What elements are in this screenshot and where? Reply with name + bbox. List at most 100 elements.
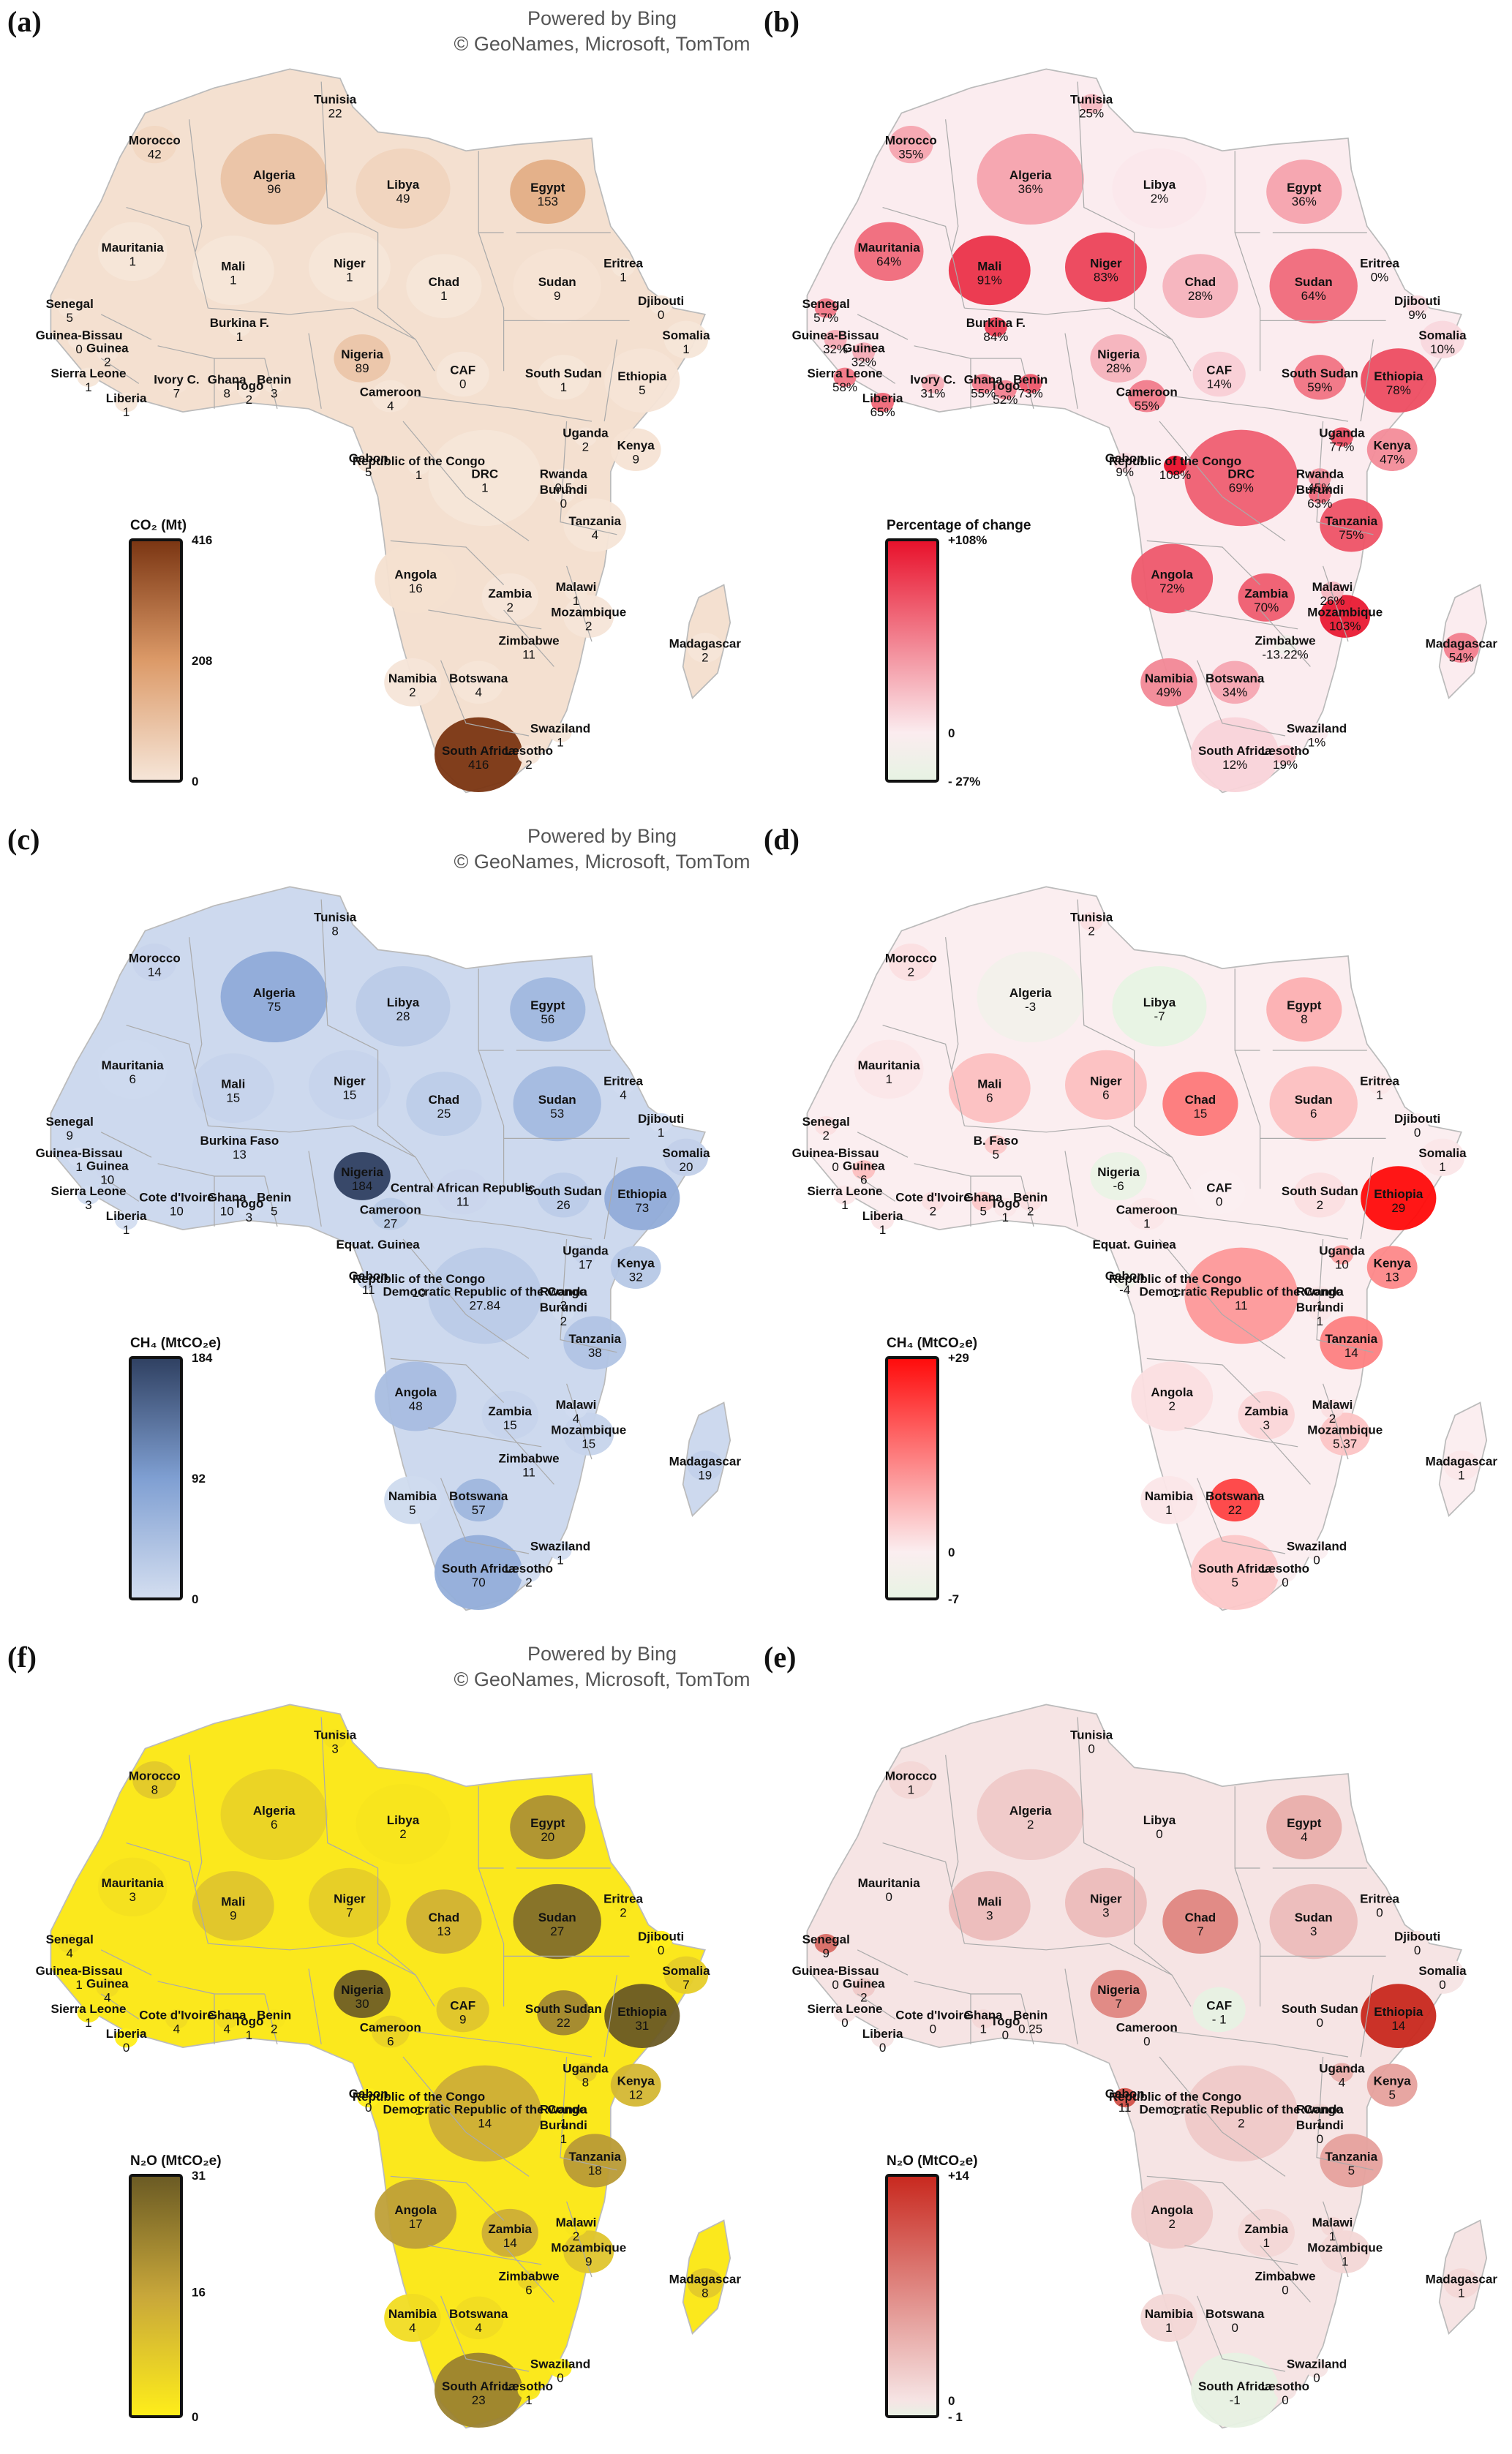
- country-fill-liberia: [115, 1211, 138, 1230]
- country-fill-gabon: [357, 452, 380, 473]
- country-fill-egypt: [510, 977, 586, 1042]
- country-fill-swaziland: [1305, 723, 1328, 742]
- country-name-swaziland: Swaziland: [1287, 2357, 1347, 2371]
- country-fill-lesotho: [517, 1562, 541, 1582]
- country-fill-swaziland: [549, 1540, 572, 1560]
- country-fill-liberia: [115, 2028, 138, 2048]
- map-credits: Powered by Bing © GeoNames, Microsoft, To…: [448, 824, 756, 875]
- country-fill-guinea: [96, 1978, 119, 1998]
- country-border: [1159, 421, 1286, 541]
- country-name-mozambique: Mozambique: [1307, 2241, 1383, 2255]
- country-name-senegal: Senegal: [802, 297, 850, 311]
- country-fill-kenya: [1366, 1246, 1418, 1289]
- country-value-gabon: 5: [365, 465, 372, 479]
- country-fill-south-africa: [1191, 1535, 1279, 1610]
- country-fill-sudan: [513, 248, 601, 324]
- country-value-ethiopia: 78%: [1386, 383, 1411, 397]
- country-name-libya: Libya: [1143, 1813, 1176, 1827]
- country-fill-republic-of-the-congo: [407, 1273, 430, 1293]
- country-fill-benin: [263, 2009, 286, 2029]
- country-value-south-africa: 70: [472, 1576, 486, 1589]
- country-fill-malawi: [1321, 581, 1344, 601]
- country-name-algeria: Algeria: [1009, 1804, 1052, 1818]
- country-name-cameroon: Cameroon: [1116, 385, 1178, 399]
- country-name-niger: Niger: [1090, 1074, 1122, 1088]
- country-fill-mali: [948, 236, 1031, 306]
- country-border: [352, 1125, 435, 1189]
- country-fill-republic-of-the-congo: [1164, 456, 1186, 475]
- country-name-eritrea: Eritrea: [1360, 1892, 1399, 1905]
- country-name-guinea: Guinea: [86, 1976, 129, 1990]
- country-border: [1260, 2245, 1311, 2303]
- country-fill-madagascar: [687, 1450, 723, 1481]
- country-fill-somalia: [1420, 1956, 1465, 1994]
- country-name-uganda: Uganda: [563, 426, 609, 440]
- country-name-zambia: Zambia: [488, 587, 532, 601]
- country-value-niger: 6: [1102, 1088, 1109, 1102]
- country-border: [100, 1993, 140, 2020]
- country-border: [1184, 2245, 1298, 2265]
- country-border: [308, 1151, 322, 1227]
- country-value-gabon: 11: [1118, 2101, 1132, 2115]
- country-fill-ivory-c: [165, 374, 188, 394]
- country-fill-chad: [1162, 254, 1238, 318]
- country-fill-uganda: [573, 1245, 597, 1265]
- country-border: [1234, 1867, 1261, 2007]
- country-border: [1234, 1786, 1260, 1869]
- country-fill-south-sudan: [1293, 1173, 1347, 1218]
- country-fill-burkina-f: [227, 317, 251, 337]
- country-fill-djibouti: [650, 295, 673, 315]
- country-name-botswana: Botswana: [449, 1489, 508, 1503]
- country-value-liberia: 1: [879, 1223, 886, 1237]
- panel-label: (a): [7, 5, 42, 38]
- country-value-senegal: 4: [66, 1946, 72, 1960]
- country-value-republic-of-the-congo: 1: [415, 2104, 422, 2118]
- country-value-tanzania: 75%: [1339, 528, 1364, 542]
- country-value-nigeria: 184: [352, 1179, 372, 1193]
- country-name-togo: Togo: [990, 2014, 1020, 2028]
- country-value-madagascar: 54%: [1449, 651, 1474, 665]
- country-name-eritrea: Eritrea: [603, 1892, 643, 1905]
- country-name-kenya: Kenya: [617, 2074, 655, 2088]
- country-value-botswana: 34%: [1222, 685, 1247, 699]
- country-border: [964, 307, 1110, 315]
- country-name-angola: Angola: [394, 1385, 437, 1399]
- country-value-south-sudan: 0: [1317, 2016, 1323, 2030]
- country-value-swaziland: 1: [557, 1554, 563, 1567]
- country-border: [882, 207, 965, 309]
- country-name-guinea-bissau: Guinea-Bissau: [792, 328, 879, 342]
- legend-color-bar: [885, 2174, 939, 2418]
- country-name-djibouti: Djibouti: [1394, 294, 1440, 308]
- country-border: [1360, 339, 1374, 422]
- country-name-chad: Chad: [1185, 1093, 1216, 1107]
- country-border: [189, 1755, 203, 1887]
- country-name-caf: CAF: [450, 1999, 475, 2013]
- country-fill-libya: [356, 148, 451, 229]
- map-panel-a: (a) Powered by Bing © GeoNames, Microsoft,…: [0, 0, 756, 818]
- country-fill-drc: [1184, 429, 1298, 527]
- country-fill-mali: [948, 1871, 1031, 1941]
- country-value-eritrea: 0: [1376, 1905, 1383, 1919]
- country-name-ethiopia: Ethiopia: [1374, 2005, 1423, 2019]
- country-name-zambia: Zambia: [488, 1404, 532, 1418]
- country-value-cote-d-ivoire: 2: [930, 1204, 936, 1218]
- country-fill-drc: [428, 429, 542, 527]
- legend-tick: 0: [192, 775, 198, 788]
- country-value-south-africa: -1: [1230, 2393, 1241, 2407]
- country-name-togo: Togo: [990, 1197, 1020, 1211]
- country-name-djibouti: Djibouti: [1394, 1930, 1440, 1943]
- country-value-eritrea: 1: [620, 270, 626, 284]
- country-fill-sudan: [513, 1066, 601, 1142]
- country-border: [1133, 1868, 1173, 1976]
- country-value-swaziland: 1: [557, 736, 563, 750]
- country-fill-burundi: [552, 483, 575, 504]
- country-fill-malawi: [565, 2217, 587, 2237]
- country-value-togo: 52%: [993, 393, 1018, 407]
- country-name-tanzania: Tanzania: [569, 1332, 622, 1346]
- country-name-ethiopia: Ethiopia: [617, 1187, 667, 1201]
- country-fill-algeria: [977, 1769, 1084, 1861]
- country-name-zimbabwe: Zimbabwe: [1255, 2269, 1315, 2283]
- country-fill-morocco: [889, 126, 933, 164]
- legend-title: N₂O (MtCO₂e): [130, 2153, 222, 2169]
- country-border: [1159, 2056, 1286, 2177]
